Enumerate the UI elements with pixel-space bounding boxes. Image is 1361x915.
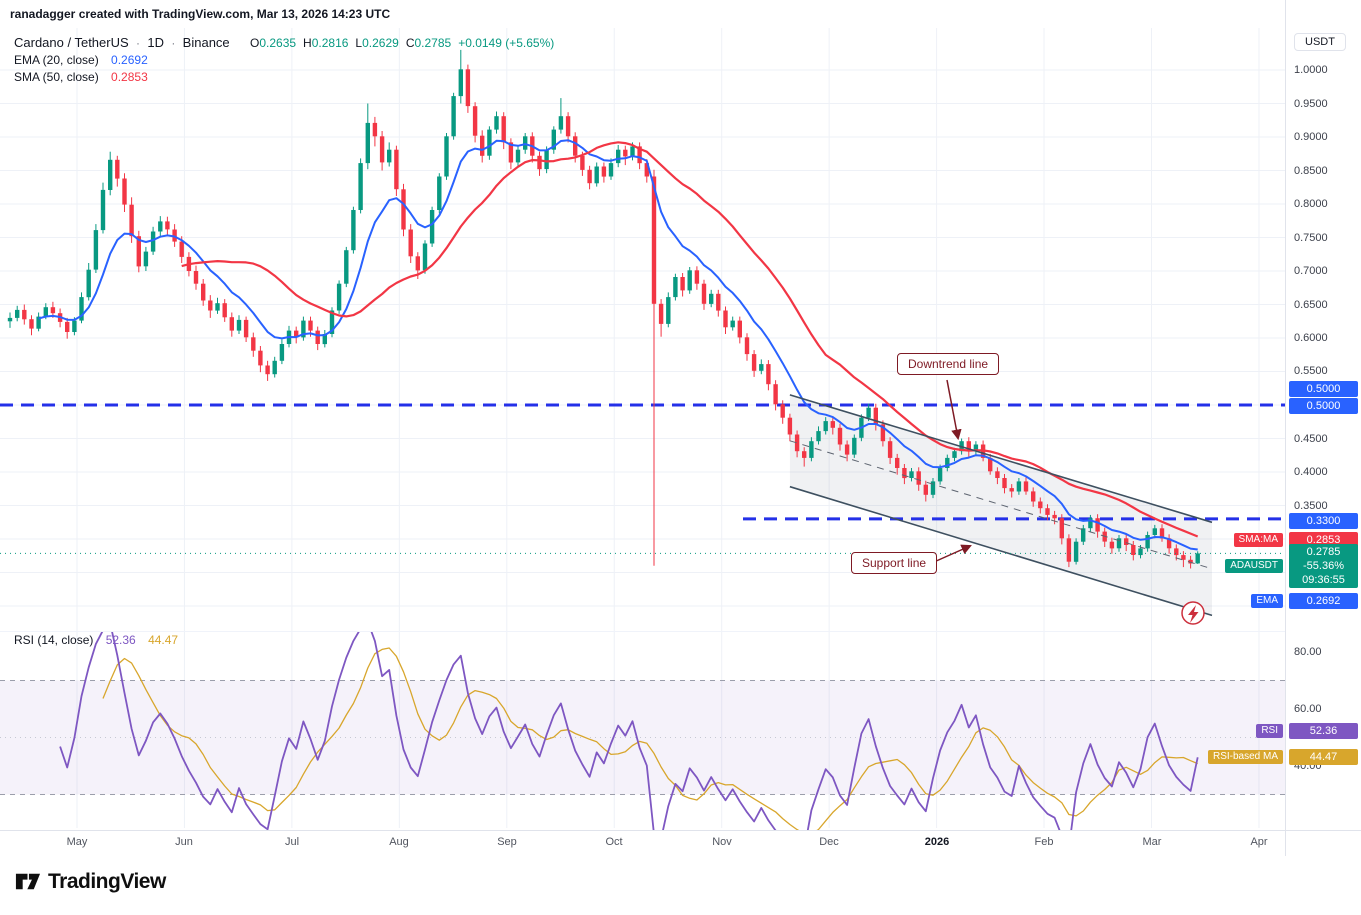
level-badge-03300: 0.3300 (1289, 513, 1358, 529)
close-label: C (405, 36, 415, 50)
sma-value: 0.2853 (111, 70, 148, 84)
downtrend-channel-fill[interactable] (789, 394, 1212, 616)
rsi-tick-60.00: 60.00 (1294, 703, 1322, 715)
price-tick-1.0000: 1.0000 (1294, 64, 1328, 76)
rsi-line[interactable] (59, 622, 1199, 850)
legend-separator: · (171, 36, 176, 50)
ema-value: 0.2692 (111, 53, 148, 67)
time-label-2026: 2026 (924, 836, 950, 848)
tradingview-logo-icon (15, 873, 41, 890)
price-tick-0.6000: 0.6000 (1294, 332, 1328, 344)
sma-line[interactable] (181, 141, 1199, 538)
candlestick-series (7, 49, 1200, 569)
price-tick-0.9000: 0.9000 (1294, 131, 1328, 143)
channel-mid-line[interactable] (789, 440, 1213, 570)
rsi-value: 52.36 (105, 633, 136, 647)
exchange-label: Binance (182, 35, 230, 50)
attribution-text: ranadagger created with TradingView.com,… (10, 7, 391, 21)
rsi-badge: 52.36 (1289, 723, 1358, 739)
open-label: O (250, 36, 260, 50)
time-label-Sep: Sep (497, 836, 517, 848)
rsi-pane (0, 622, 1285, 850)
time-label-Dec: Dec (819, 836, 839, 848)
high-value: 0.2816 (311, 36, 349, 50)
sma-name: SMA (50, close) (14, 70, 99, 84)
open-value: 0.2635 (259, 36, 297, 50)
ema-name: EMA (20, close) (14, 53, 99, 67)
time-label-Nov: Nov (712, 836, 732, 848)
price-tick-0.6500: 0.6500 (1294, 299, 1328, 311)
high-label: H (303, 36, 312, 50)
time-label-Aug: Aug (389, 836, 409, 848)
tradingview-logo-text: TradingView (48, 869, 166, 893)
low-label: L (355, 36, 363, 50)
symbol-title: Cardano / TetherUS (14, 35, 129, 50)
support-line[interactable] (789, 485, 1213, 617)
price-tick-0.4000: 0.4000 (1294, 466, 1328, 478)
main-legend: Cardano / TetherUS · 1D · Binance O0.263… (14, 34, 554, 86)
time-label-Mar: Mar (1142, 836, 1162, 848)
ema-legend-row[interactable]: EMA (20, close) 0.2692 (14, 52, 554, 69)
legend-separator: · (136, 36, 141, 50)
time-label-Apr: Apr (1250, 836, 1268, 848)
rsi-ma-badge: 44.47 (1289, 749, 1358, 765)
price-scale[interactable]: USDT 1.0000 0.9500 0.9000 0.8500 0.8000 0.750… (1285, 0, 1361, 856)
ohlc-readout: O0.2635 H0.2816 L0.2629 C0.2785 +0.0149 (+5.… (243, 36, 554, 50)
support-callout-arrow (933, 544, 972, 563)
ema-badge: 0.2692 (1289, 593, 1358, 609)
change-value: +0.0149 (+5.65%) (458, 36, 555, 50)
rsi-tick-80.00: 80.00 (1294, 646, 1322, 658)
pane-separator (0, 631, 1285, 632)
price-tick-0.7000: 0.7000 (1294, 265, 1328, 277)
symbol-legend-row[interactable]: Cardano / TetherUS · 1D · Binance O0.263… (14, 34, 554, 52)
close-value: 0.2785 (414, 36, 452, 50)
time-scale[interactable]: May Jun Jul Aug Sep Oct Nov Dec 2026 Feb Mar Apr (0, 830, 1361, 857)
downtrend-callout-arrow (946, 379, 962, 441)
time-label-Jul: Jul (284, 836, 300, 848)
level-badge-05000-b: 0.5000 (1289, 398, 1358, 414)
price-tick-0.7500: 0.7500 (1294, 232, 1328, 244)
price-tick-0.4500: 0.4500 (1294, 433, 1328, 445)
downtrend-line[interactable] (789, 394, 1213, 524)
support-line-callout[interactable]: Support line (851, 552, 938, 574)
lightning-icon (1188, 605, 1199, 623)
footer-brand[interactable]: TradingView (14, 868, 166, 895)
symbol-badge: 0.2785 -55.36% 09:36:55 (1289, 544, 1358, 588)
sma-legend-row[interactable]: SMA (50, close) 0.2853 (14, 69, 554, 86)
price-tick-0.8000: 0.8000 (1294, 198, 1328, 210)
main-pane (0, 49, 1285, 617)
chart-canvas[interactable] (0, 0, 1285, 860)
price-tick-0.8500: 0.8500 (1294, 165, 1328, 177)
rsi-name: RSI (14, close) (14, 633, 94, 647)
time-label-May: May (66, 836, 88, 848)
low-value: 0.2629 (362, 36, 399, 50)
rsi-ma-line[interactable] (102, 647, 1198, 834)
rsi-legend-row[interactable]: RSI (14, close) 52.36 44.47 (14, 633, 178, 647)
level-badge-05000-a: 0.5000 (1289, 381, 1358, 397)
interval-label: 1D (147, 35, 164, 50)
rsi-ma-value: 44.47 (148, 633, 179, 647)
time-label-Feb: Feb (1034, 836, 1054, 848)
ema-line[interactable] (38, 139, 1198, 551)
time-label-Oct: Oct (605, 836, 623, 848)
price-tick-0.5500: 0.5500 (1294, 365, 1328, 377)
price-tick-0.3500: 0.3500 (1294, 500, 1328, 512)
downtrend-line-callout[interactable]: Downtrend line (897, 353, 1000, 375)
price-tick-0.9500: 0.9500 (1294, 98, 1328, 110)
price-scale-unit-button[interactable]: USDT (1294, 33, 1346, 51)
time-label-Jun: Jun (175, 836, 193, 848)
grid (0, 28, 1285, 828)
